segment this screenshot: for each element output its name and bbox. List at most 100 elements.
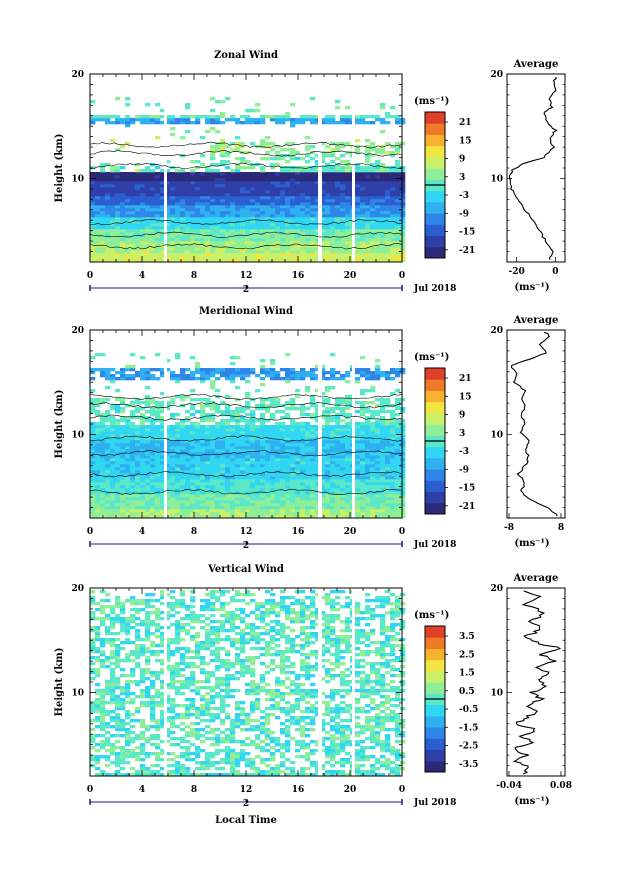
heatmap-cell: [160, 392, 166, 396]
heatmap-cell: [200, 431, 206, 435]
heatmap-cell: [360, 446, 366, 450]
heatmap-cell: [140, 434, 146, 438]
heatmap-cell: [320, 247, 326, 251]
heatmap-cell: [255, 446, 261, 450]
heatmap-cell: [160, 410, 166, 414]
heatmap-cell: [110, 172, 116, 176]
heatmap-cell: [180, 497, 186, 501]
heatmap-cell: [165, 235, 171, 239]
heatmap-cell: [360, 371, 366, 375]
heatmap-cell: [200, 217, 206, 221]
heatmap-cell: [135, 449, 141, 453]
heatmap-cell: [295, 500, 301, 504]
heatmap-cell: [210, 172, 216, 176]
heatmap-cell: [280, 404, 286, 408]
heatmap-cell: [110, 175, 116, 179]
heatmap-cell: [165, 473, 171, 477]
heatmap-cell: [150, 187, 156, 191]
heatmap-cell: [315, 217, 321, 221]
heatmap-cell: [310, 494, 316, 498]
heatmap-cell: [225, 419, 231, 423]
heatmap-cell: [280, 148, 286, 152]
heatmap-cell: [235, 368, 241, 372]
heatmap-cell: [145, 190, 151, 194]
heatmap-cell: [250, 467, 256, 471]
heatmap-cell: [275, 226, 281, 230]
heatmap-cell: [135, 428, 141, 432]
heatmap-cell: [190, 208, 196, 212]
heatmap-cell: [280, 485, 286, 489]
heatmap-cell: [365, 389, 371, 393]
heatmap-cell: [105, 440, 111, 444]
heatmap-cell: [310, 169, 316, 173]
heatmap-cell: [195, 202, 201, 206]
heatmap-cell: [150, 419, 156, 423]
heatmap-cell: [190, 428, 196, 432]
heatmap-cell: [335, 205, 341, 209]
heatmap-cell: [220, 464, 226, 468]
heatmap-cell: [355, 446, 361, 450]
heatmap-cell: [360, 464, 366, 468]
heatmap-cell: [95, 238, 101, 242]
heatmap-cell: [95, 353, 101, 357]
heatmap-cell: [305, 467, 311, 471]
heatmap-cell: [215, 163, 221, 167]
heatmap-cell: [330, 256, 336, 260]
heatmap-cell: [250, 202, 256, 206]
heatmap-cell: [345, 181, 351, 185]
heatmap-cell: [355, 506, 361, 510]
heatmap-cell: [140, 202, 146, 206]
heatmap-cell: [260, 440, 266, 444]
heatmap-cell: [120, 214, 126, 218]
heatmap-cell: [230, 244, 236, 248]
heatmap-cell: [155, 506, 161, 510]
heatmap-cell: [125, 175, 131, 179]
heatmap-cell: [370, 184, 376, 188]
heatmap-cell: [225, 229, 231, 233]
heatmap-cell: [355, 178, 361, 182]
heatmap-cell: [270, 115, 276, 119]
heatmap-cell: [385, 476, 391, 480]
heatmap-cell: [130, 497, 136, 501]
heatmap-cell: [315, 175, 321, 179]
heatmap-cell: [295, 172, 301, 176]
heatmap-cell: [310, 238, 316, 242]
heatmap-cell: [95, 485, 101, 489]
heatmap-cell: [320, 211, 326, 215]
heatmap-cell: [245, 118, 251, 122]
heatmap-cell: [320, 503, 326, 507]
heatmap-cell: [355, 253, 361, 257]
heatmap-cell: [160, 425, 166, 429]
heatmap-cell: [215, 470, 221, 474]
heatmap-cell: [170, 512, 176, 516]
heatmap-cell: [335, 491, 341, 495]
heatmap-cell: [175, 220, 181, 224]
heatmap-cell: [170, 229, 176, 233]
heatmap-cell: [400, 241, 406, 245]
heatmap-cell: [390, 491, 396, 495]
heatmap-cell: [105, 437, 111, 441]
heatmap-cell: [90, 482, 96, 486]
heatmap-cell: [300, 184, 306, 188]
heatmap-cell: [95, 190, 101, 194]
heatmap-cell: [130, 193, 136, 197]
heatmap-cell: [355, 497, 361, 501]
heatmap-cell: [340, 464, 346, 468]
heatmap-cell: [220, 217, 226, 221]
heatmap-cell: [260, 509, 266, 513]
heatmap-cell: [280, 506, 286, 510]
heatmap-cell: [180, 461, 186, 465]
heatmap-cell: [225, 223, 231, 227]
heatmap-cell: [90, 377, 96, 381]
heatmap-cell: [255, 229, 261, 233]
heatmap-cell: [255, 443, 261, 447]
heatmap-cell: [155, 166, 161, 170]
heatmap-cell: [285, 428, 291, 432]
heatmap-cell: [385, 187, 391, 191]
heatmap-cell: [315, 250, 321, 254]
heatmap-cell: [235, 398, 241, 402]
heatmap-cell: [310, 151, 316, 155]
heatmap-cell: [230, 172, 236, 176]
heatmap-cell: [270, 259, 276, 263]
heatmap-cell: [130, 235, 136, 239]
